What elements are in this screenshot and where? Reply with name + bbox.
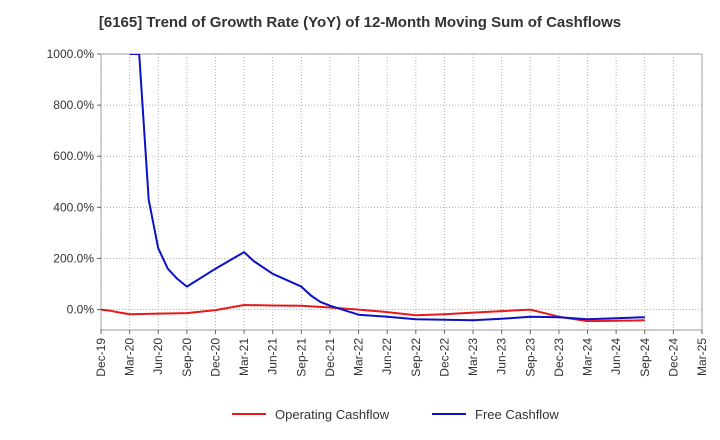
x-tick-label: Dec-19 xyxy=(94,338,108,377)
legend-label-free-cashflow: Free Cashflow xyxy=(475,407,559,422)
x-tick-label: Sep-21 xyxy=(294,338,308,377)
x-tick-label: Dec-24 xyxy=(666,338,680,377)
x-tick-label: Mar-22 xyxy=(352,338,366,376)
y-tick-label: 400.0% xyxy=(53,200,94,214)
grid-lines xyxy=(100,53,703,330)
x-tick-label: Jun-22 xyxy=(380,338,394,375)
y-tick-label: 800.0% xyxy=(53,98,94,112)
x-tick-label: Jun-21 xyxy=(266,338,280,375)
x-tick-label: Mar-25 xyxy=(695,338,709,376)
series-line-operating-cashflow xyxy=(101,304,645,323)
x-tick-label: Dec-20 xyxy=(208,338,222,377)
series-line-free-cashflow xyxy=(129,54,645,322)
x-tick-label: Jun-24 xyxy=(609,338,623,375)
series-lines xyxy=(101,54,645,323)
x-tick-label: Sep-23 xyxy=(523,338,537,377)
y-axis-ticks: 0.0% 200.0% 400.0% 600.0% 800.0% 1000.0% xyxy=(47,47,101,317)
x-tick-label: Sep-24 xyxy=(638,338,652,377)
x-tick-label: Sep-20 xyxy=(180,338,194,377)
x-tick-label: Sep-22 xyxy=(409,338,423,377)
y-tick-label: 0.0% xyxy=(67,303,95,317)
x-tick-label: Dec-22 xyxy=(437,338,451,377)
x-tick-label: Mar-23 xyxy=(466,338,480,376)
x-tick-label: Dec-21 xyxy=(323,338,337,377)
x-tick-label: Mar-20 xyxy=(123,338,137,376)
legend: Operating Cashflow Free Cashflow xyxy=(232,407,559,422)
x-tick-label: Jun-23 xyxy=(495,338,509,375)
x-tick-label: Dec-23 xyxy=(552,338,566,377)
y-tick-label: 600.0% xyxy=(53,149,94,163)
x-tick-label: Mar-21 xyxy=(237,338,251,376)
x-tick-label: Jun-20 xyxy=(151,338,165,375)
legend-label-operating-cashflow: Operating Cashflow xyxy=(275,407,390,422)
y-tick-label: 1000.0% xyxy=(47,47,95,61)
y-tick-label: 200.0% xyxy=(53,251,94,265)
plot-area xyxy=(100,53,703,331)
x-axis-ticks: Dec-19 Mar-20 Jun-20 Sep-20 Dec-20 Mar-21 Jun-… xyxy=(94,330,709,377)
chart-title: [6165] Trend of Growth Rate (YoY) of 12-… xyxy=(98,14,622,31)
x-tick-label: Mar-24 xyxy=(581,338,595,376)
